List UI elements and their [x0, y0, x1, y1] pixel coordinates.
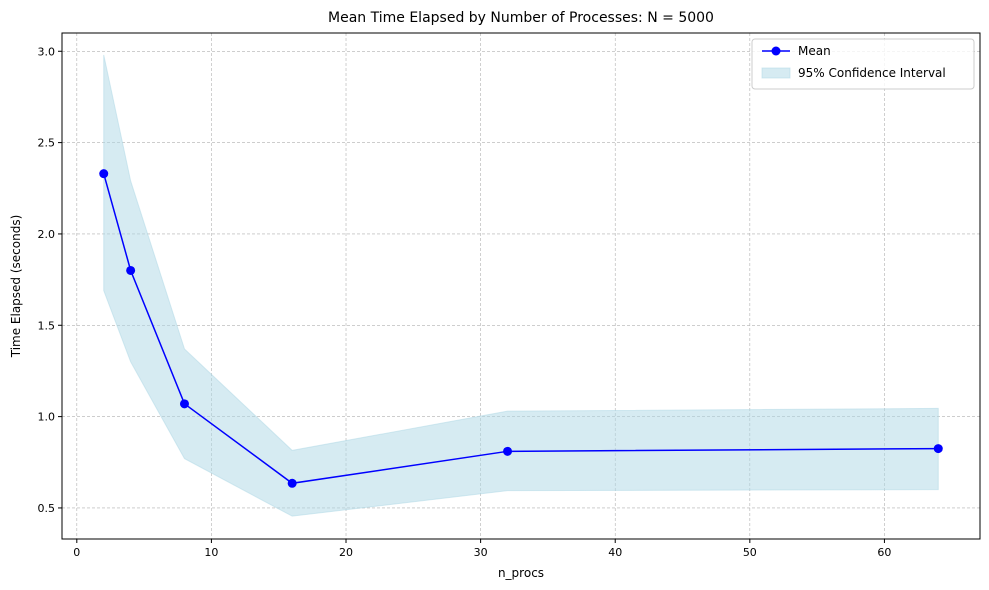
confidence-band: [103, 54, 939, 517]
legend-mean-marker: [771, 46, 781, 56]
x-tick-label: 10: [204, 546, 218, 559]
y-axis-label: Time Elapsed (seconds): [9, 215, 23, 359]
mean-point: [126, 265, 136, 275]
legend-band-swatch: [761, 67, 791, 79]
series-layer: [99, 169, 943, 488]
mean-point: [503, 446, 513, 456]
y-tick-label: 1.5: [38, 319, 56, 332]
mean-point: [933, 444, 943, 454]
plot-frame: [61, 32, 981, 540]
x-tick-label: 60: [877, 546, 891, 559]
legend-band-label: 95% Confidence Interval: [798, 66, 946, 80]
x-tick-label: 20: [339, 546, 353, 559]
x-axis-label: n_procs: [498, 566, 544, 580]
x-tick-label: 30: [474, 546, 488, 559]
y-tick-label: 1.0: [38, 411, 56, 424]
confidence-band-layer: [103, 54, 939, 517]
y-tick-label: 3.0: [38, 45, 56, 58]
y-tick-label: 2.5: [38, 137, 56, 150]
mean-point: [287, 478, 297, 488]
y-tick-label: 0.5: [38, 502, 56, 515]
x-tick-label: 50: [743, 546, 757, 559]
mean-point: [179, 399, 189, 409]
y-axis-ticks: 0.5 1.0 1.5 2.0 2.5 3.0: [38, 45, 62, 515]
legend: Mean 95% Confidence Interval: [751, 38, 975, 90]
x-tick-label: 0: [73, 546, 80, 559]
legend-box: [751, 38, 975, 90]
mean-point: [99, 169, 109, 179]
y-tick-label: 2.0: [38, 228, 56, 241]
x-axis-ticks: 0 10 20 30 40 50 60: [73, 539, 891, 559]
mean-line: [103, 173, 939, 485]
chart-title: Mean Time Elapsed by Number of Processes…: [328, 10, 714, 26]
legend-mean-label: Mean: [798, 44, 831, 58]
x-tick-label: 40: [608, 546, 622, 559]
